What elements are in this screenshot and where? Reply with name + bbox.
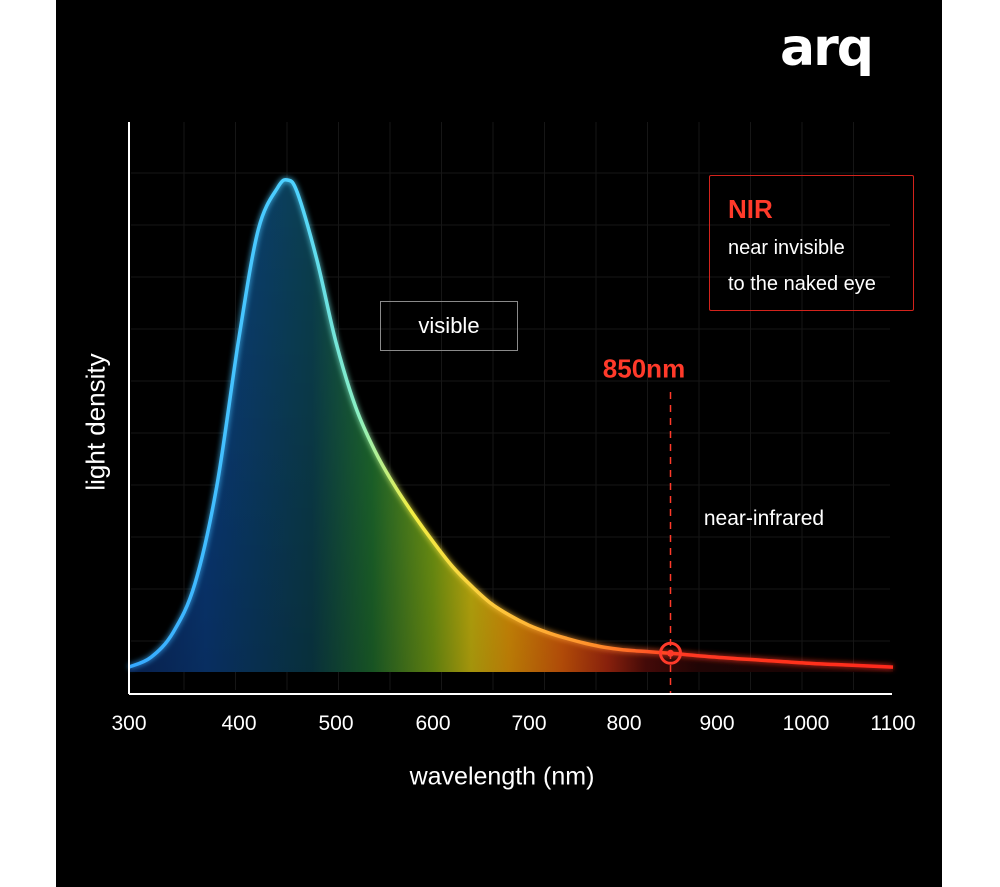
- axes: [128, 122, 892, 695]
- x-tick-label: 700: [511, 712, 547, 735]
- marker-ring: [659, 641, 682, 665]
- nir-description-line: to the naked eye: [728, 273, 876, 295]
- x-tick-label: 400: [221, 712, 257, 735]
- nir-title: NIR: [728, 194, 773, 224]
- nir-callout: NIR near invisible to the naked eye: [709, 175, 914, 311]
- spectrum-curve: [128, 177, 894, 669]
- y-axis-label: light density: [80, 353, 111, 491]
- x-tick-label: 1000: [782, 712, 830, 735]
- spectrum-area-shade: [129, 179, 893, 673]
- x-tick-label: 900: [699, 712, 735, 735]
- marker-label: 850nm: [602, 353, 686, 384]
- x-tick-label: 800: [606, 712, 642, 735]
- marker-dot: [667, 649, 674, 657]
- visible-region-label: visible: [380, 301, 518, 351]
- x-tick-label: 500: [318, 712, 354, 735]
- x-tick-label: 300: [111, 712, 147, 735]
- x-tick-label: 1100: [870, 712, 916, 735]
- x-axis-label: wavelength (nm): [409, 762, 595, 791]
- brand-logo: arq: [780, 18, 874, 78]
- nir-description-line: near invisible: [728, 237, 845, 259]
- near-infrared-label: near-infrared: [703, 507, 825, 530]
- chart-background: [56, 0, 942, 887]
- x-tick-label: 600: [415, 712, 451, 735]
